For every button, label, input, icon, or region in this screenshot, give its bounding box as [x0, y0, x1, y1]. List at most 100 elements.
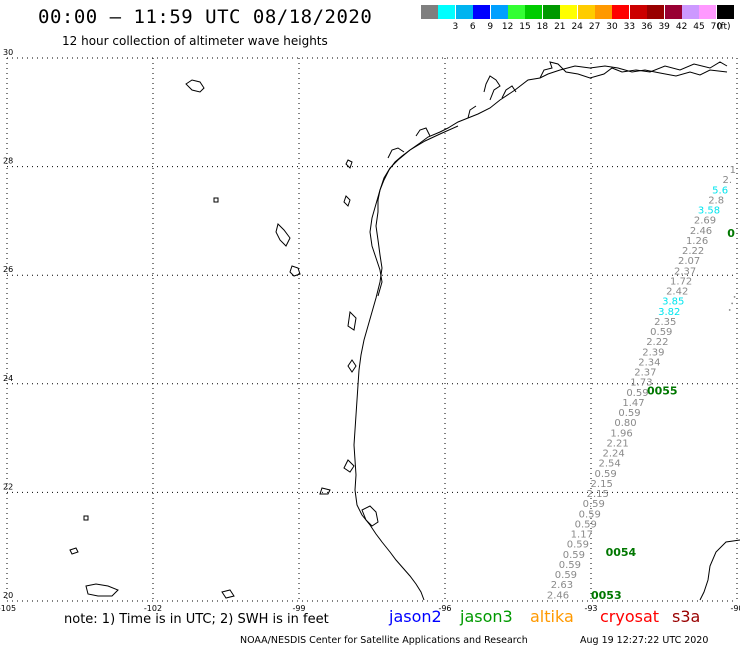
swh-value: 1.47 [622, 398, 644, 409]
scale-label: 36 [641, 22, 653, 32]
map-title: 00:00 – 11:59 UTC 08/18/2020 [38, 6, 373, 28]
swh-value: 2.37 [674, 266, 696, 277]
swh-value: 3.58 [698, 206, 720, 217]
scale-label: 24 [571, 22, 583, 32]
scale-swatch [421, 5, 438, 19]
scale-swatch [629, 5, 647, 19]
lon-label: -90 [730, 604, 740, 613]
louisiana-delta [539, 61, 728, 79]
swh-value: 2.37 [634, 368, 656, 379]
track-dot [728, 309, 731, 311]
scale-label: 3 [452, 22, 459, 32]
swh-value: 2.69 [694, 216, 716, 227]
time-labels: 0 0055 0054 0053 [591, 227, 735, 602]
scale-swatch [716, 5, 734, 19]
swh-value: 0.59 [626, 388, 648, 399]
scale-label: 39 [658, 22, 670, 32]
swh-value: 2.22 [646, 337, 668, 348]
lake-7 [347, 359, 357, 373]
pass-time-label: 0 [727, 227, 735, 240]
lake-1 [185, 79, 205, 93]
swh-value: 0.80 [614, 418, 636, 429]
swh-value: 5.6 [712, 185, 728, 196]
swh-value: 2.63 [551, 580, 573, 591]
swh-value: 1.96 [610, 428, 632, 439]
swh-value: 2.42 [666, 287, 688, 298]
swh-value: 2.15 [591, 479, 613, 490]
coast-south-islands [361, 505, 379, 527]
swh-value: 0.59 [567, 540, 589, 551]
scale-swatch [699, 5, 717, 19]
credit-line: NOAA/NESDIS Center for Satellite Applica… [240, 635, 528, 646]
scale-unit: (ft) [717, 22, 731, 32]
footer-note: note: 1) Time is in UTC; 2) SWH is in fe… [64, 612, 329, 627]
scale-swatch [542, 5, 560, 19]
swh-value: 0.59 [618, 408, 640, 419]
swh-value: 0.59 [595, 469, 617, 480]
swh-value: 2.54 [599, 459, 621, 470]
scale-swatch [577, 5, 595, 19]
swh-value: 1.17 [571, 530, 593, 541]
mission-cryosat: cryosat [600, 607, 660, 626]
lon-label: -102 [144, 604, 162, 613]
swh-value: 1.73 [630, 378, 652, 389]
southeast-landmass [699, 539, 740, 601]
lake-6 [345, 159, 353, 169]
lat-label: 22 [3, 482, 13, 491]
swh-value: 0.59 [575, 519, 597, 530]
scale-label: 27 [588, 22, 601, 32]
swh-value: 1.26 [686, 236, 708, 247]
mission-jason2: jason2 [389, 607, 442, 626]
mission-s3a: s3a [672, 607, 701, 626]
map-subtitle: 12 hour collection of altimeter wave hei… [62, 34, 328, 48]
lake-13 [221, 589, 235, 599]
altimeter-track: 12.5.62.83.582.692.461.262.222.072.371.7… [547, 165, 736, 601]
scale-swatch [560, 5, 578, 19]
scale-label: 18 [536, 22, 549, 32]
track-dot [733, 296, 736, 298]
swh-value: 2.39 [642, 347, 664, 358]
lat-label: 26 [3, 265, 13, 274]
lon-label: -105 [0, 604, 16, 613]
scale-label: 45 [693, 22, 705, 32]
lat-label: 28 [3, 157, 13, 166]
lake-3 [289, 265, 301, 277]
lake-12 [213, 197, 219, 203]
scale-swatch [508, 5, 525, 19]
lon-label: -93 [584, 604, 597, 613]
swh-value: 2.34 [638, 357, 660, 368]
swh-value: 0.59 [583, 499, 605, 510]
scale-swatch [664, 5, 682, 19]
lat-lon-grid: 30 28 26 24 22 20 -105 -102 -99 -96 -93 -90 [0, 48, 740, 613]
scale-swatch [595, 5, 612, 19]
track-dot [731, 302, 734, 305]
swh-value: 3.85 [662, 297, 684, 308]
lat-label: 30 [3, 48, 13, 57]
marsh-inlets [387, 75, 517, 159]
scale-swatch [438, 5, 456, 19]
swh-value: 3.82 [658, 307, 680, 318]
coastline-inner-barrier [369, 125, 459, 297]
scale-label: 12 [501, 22, 514, 32]
swh-value: 2.46 [690, 226, 712, 237]
scale-swatch [455, 5, 473, 19]
lake-4 [347, 310, 357, 331]
lake-11 [69, 547, 79, 555]
swh-value: 0.59 [559, 560, 581, 571]
lat-label: 20 [3, 591, 13, 600]
swh-value: 0.59 [555, 570, 577, 581]
generated-timestamp: Aug 19 12:27:22 UTC 2020 [580, 635, 709, 646]
lake-8 [343, 459, 355, 473]
mission-jason3: jason3 [460, 607, 513, 626]
lake-10 [85, 583, 119, 597]
swh-value: 0.59 [563, 550, 585, 561]
swh-value: 1 [730, 165, 736, 176]
swh-value: 2.22 [682, 246, 704, 257]
scale-swatch [682, 5, 699, 19]
lake-9 [319, 487, 331, 495]
mission-altika: altika [530, 607, 574, 626]
swh-value: 0.59 [650, 327, 672, 338]
scale-label: 15 [519, 22, 531, 32]
scale-label: 42 [675, 22, 688, 32]
